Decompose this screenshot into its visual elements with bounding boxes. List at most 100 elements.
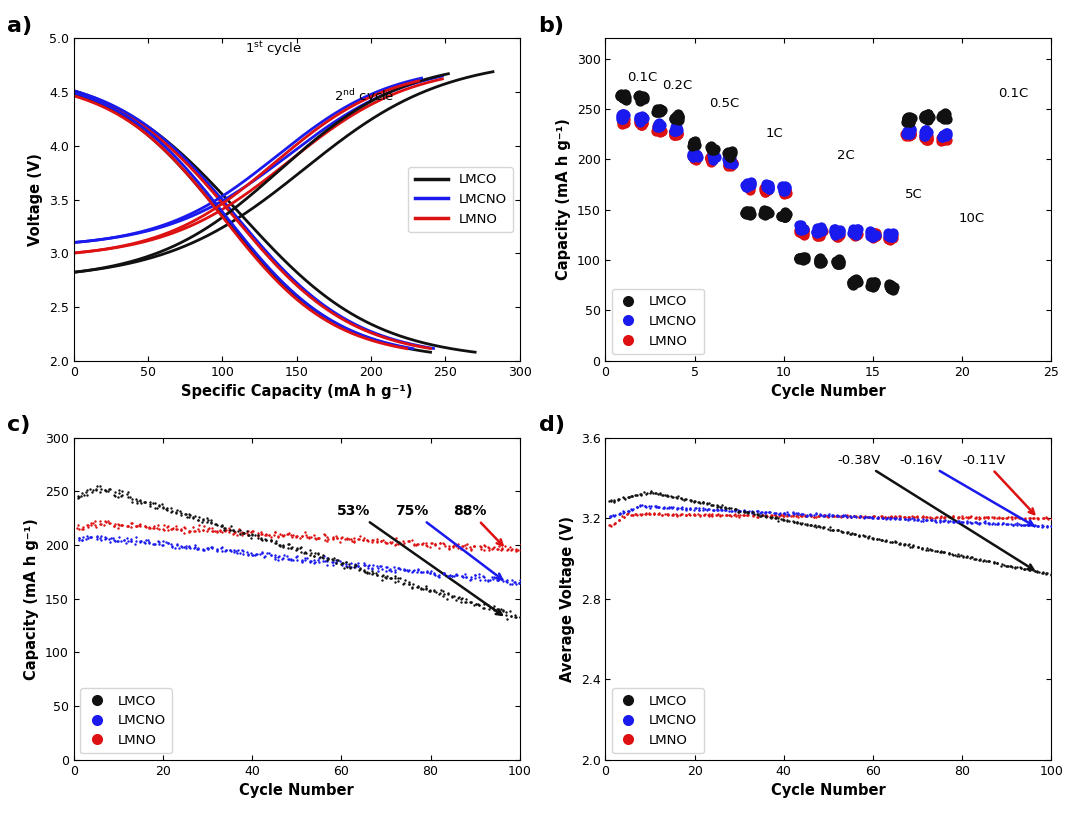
Point — [1026, 565, 1043, 578]
Point — [738, 179, 755, 192]
Point — [127, 534, 145, 547]
Point — [1035, 566, 1052, 579]
Point — [874, 512, 891, 525]
Point — [261, 548, 279, 561]
Point — [465, 598, 483, 611]
Point — [847, 230, 864, 243]
Point — [985, 556, 1002, 569]
Point — [137, 536, 154, 549]
Point — [243, 546, 260, 559]
Point — [650, 119, 667, 132]
Point — [347, 560, 364, 573]
Point — [1005, 511, 1023, 524]
Point — [610, 513, 627, 526]
Point — [244, 548, 261, 562]
Point — [767, 511, 784, 524]
Point — [292, 541, 309, 554]
Point — [75, 522, 92, 535]
Point — [168, 538, 186, 551]
Point — [605, 495, 622, 508]
Point — [869, 510, 887, 523]
Point — [717, 509, 734, 522]
Point — [106, 490, 123, 503]
Point — [620, 504, 637, 517]
Point — [918, 513, 935, 526]
Point — [927, 511, 944, 524]
Point — [775, 184, 793, 197]
Point — [745, 507, 762, 520]
Point — [226, 544, 243, 557]
Point — [665, 126, 683, 139]
Point — [859, 510, 876, 523]
Point — [204, 525, 221, 538]
Point — [422, 540, 440, 553]
Point — [823, 523, 840, 536]
Point — [826, 227, 843, 240]
Point — [905, 513, 922, 526]
Point — [944, 510, 961, 523]
Point — [723, 504, 740, 518]
Point — [301, 556, 319, 569]
Point — [140, 522, 158, 535]
Point — [708, 499, 726, 512]
Point — [337, 557, 354, 570]
Point — [346, 561, 363, 574]
Point — [737, 178, 754, 192]
Point — [294, 530, 311, 543]
Point — [492, 572, 510, 585]
Point — [825, 226, 842, 239]
Point — [127, 530, 145, 543]
Point — [638, 507, 656, 520]
Point — [301, 531, 319, 544]
Point — [234, 547, 252, 560]
Point — [1016, 511, 1034, 524]
Point — [775, 513, 793, 526]
Point — [390, 535, 407, 548]
Point — [860, 510, 877, 523]
Text: 10C: 10C — [959, 212, 985, 225]
Point — [1012, 562, 1029, 575]
Point — [338, 531, 355, 544]
Point — [771, 508, 788, 521]
Point — [319, 558, 336, 571]
Point — [860, 511, 877, 524]
Point — [461, 595, 478, 608]
Point — [649, 123, 666, 136]
Point — [690, 495, 707, 508]
Point — [216, 522, 233, 535]
Point — [775, 509, 793, 522]
Point — [909, 540, 927, 553]
Point — [704, 151, 721, 164]
Point — [475, 570, 492, 583]
Point — [730, 504, 747, 518]
Point — [1040, 513, 1057, 526]
Point — [748, 510, 766, 523]
Point — [811, 253, 828, 266]
Point — [651, 487, 669, 500]
Point — [373, 535, 390, 548]
Point — [699, 497, 716, 510]
Point — [915, 132, 932, 145]
Point — [850, 530, 867, 543]
Point — [328, 557, 346, 570]
Point — [993, 558, 1010, 571]
Point — [686, 135, 703, 148]
Point — [939, 127, 956, 140]
Point — [445, 570, 462, 583]
Point — [848, 229, 865, 242]
Point — [629, 509, 646, 522]
Point — [864, 509, 881, 522]
Point — [249, 531, 267, 544]
Point — [787, 507, 805, 520]
Point — [150, 535, 167, 548]
Point — [882, 509, 900, 522]
Point — [933, 130, 950, 143]
Point — [652, 125, 670, 138]
Point — [810, 226, 827, 239]
Point — [82, 482, 99, 496]
Point — [901, 127, 918, 140]
Point — [194, 523, 212, 536]
Point — [620, 491, 637, 504]
Point — [113, 518, 131, 531]
Point — [135, 495, 152, 508]
